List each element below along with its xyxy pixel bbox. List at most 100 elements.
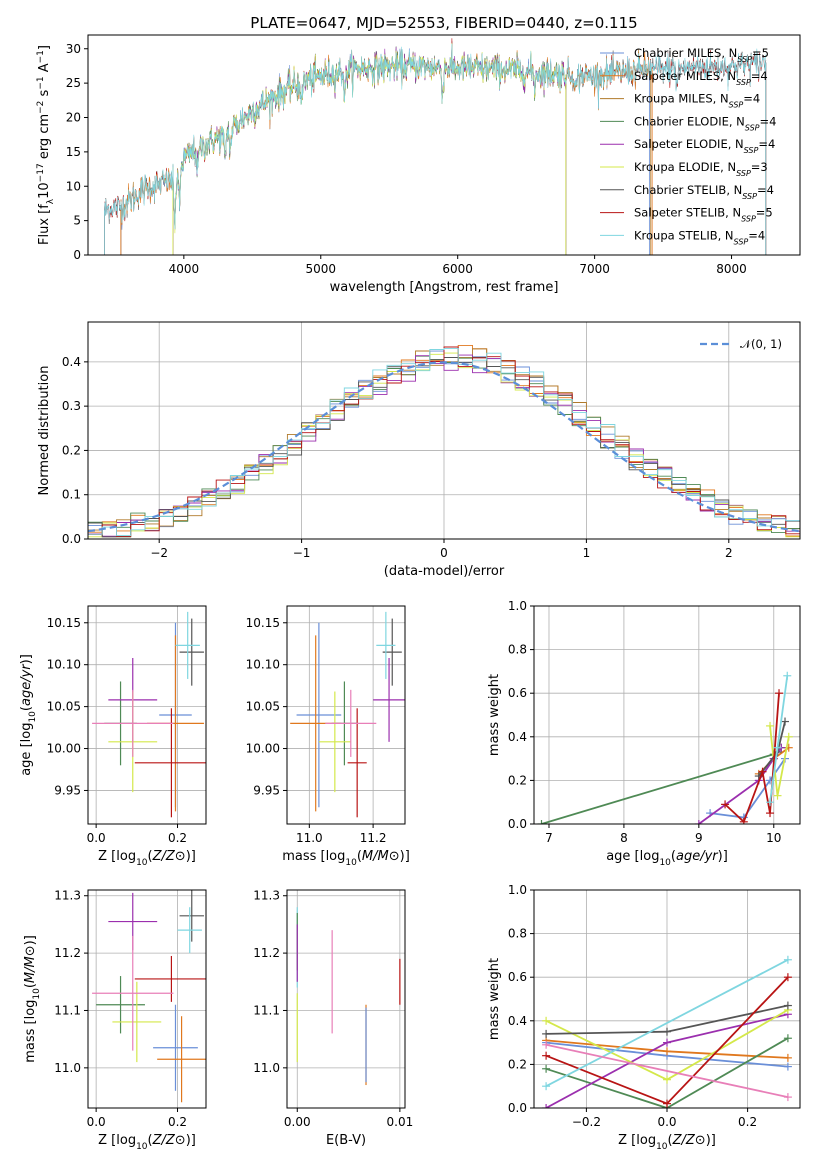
legend-entry: 𝒩(0, 1) <box>740 337 782 351</box>
x-tick-label: 0.0 <box>87 831 106 845</box>
x-axis-label: Z [log10(Z/Z⊙)] <box>98 849 196 868</box>
weight-marker <box>773 791 782 800</box>
errorbar-point-salpeter_miles <box>157 1016 206 1103</box>
legend-entry: Salpeter MILES, NSSP=4 <box>634 69 768 87</box>
x-tick-label: −1 <box>293 546 311 560</box>
y-tick-label: 10.10 <box>246 658 280 672</box>
y-tick-label: 0.8 <box>508 643 527 657</box>
panel-age_vs_Z: 0.0 0.2 9.95 10.00 10.05 10.10 10.15 Z [log10(Z… <box>19 605 207 868</box>
y-tick-label: 10.00 <box>47 742 81 756</box>
x-tick-label: 1 <box>583 546 591 560</box>
y-tick-label: 0.0 <box>508 1101 527 1115</box>
ticks: 4000 5000 6000 7000 8000 0 5 10 15 20 25 30 <box>66 42 747 276</box>
plot-area <box>296 907 401 1086</box>
y-tick-label: 0 <box>73 248 81 262</box>
y-tick-label: 9.95 <box>54 783 81 797</box>
legend: Chabrier MILES, NSSP=5 Salpeter MILES, NS… <box>600 46 776 246</box>
gridlines <box>534 605 800 825</box>
y-tick-label: 0.2 <box>508 1057 527 1071</box>
plot-area <box>92 611 206 818</box>
y-tick-label: 20 <box>66 111 81 125</box>
weight-marker <box>542 1016 551 1025</box>
weight-marker <box>739 817 748 824</box>
axes-frame <box>87 605 207 825</box>
weight-marker <box>694 820 703 824</box>
weight-marker <box>783 1062 792 1071</box>
ticks: −0.2 0.0 0.2 0.0 0.2 0.4 0.6 0.8 1.0 <box>508 883 757 1129</box>
plot-area <box>537 671 793 824</box>
weight-marker <box>783 1034 792 1043</box>
plot-area <box>290 611 405 818</box>
plot-area <box>542 955 792 1108</box>
ticks: 11.0 11.2 9.95 10.00 10.05 10.10 10.15 <box>246 616 387 845</box>
y-tick-label: 1.0 <box>508 599 527 613</box>
errorbar-point-pink <box>92 689 174 757</box>
axes-frame <box>286 889 406 1109</box>
weight-marker <box>542 1040 551 1049</box>
y-tick-label: 0.4 <box>508 1014 527 1028</box>
weight-marker <box>783 1001 792 1010</box>
y-tick-label: 0.2 <box>62 443 81 457</box>
legend: 𝒩(0, 1) <box>700 337 782 351</box>
legend-entry: Kroupa ELODIE, NSSP=3 <box>634 160 768 178</box>
axes-frame <box>533 605 801 825</box>
weight-marker <box>542 1051 551 1060</box>
panel-weight_vs_Z: −0.2 0.0 0.2 0.0 0.2 0.4 0.6 0.8 1.0 Z [log10(Z/Z… <box>487 883 801 1152</box>
x-tick-label: 6000 <box>442 262 473 276</box>
y-tick-label: 0.1 <box>62 488 81 502</box>
errorbar-point-kroupa_stelib <box>175 611 200 679</box>
weight-marker <box>766 809 775 818</box>
weight-marker <box>766 721 775 730</box>
weight-line-chabrier_miles <box>709 758 786 819</box>
x-tick-label: 8 <box>620 831 628 845</box>
errorbar-point-kroupa_elodie <box>112 981 162 1063</box>
errorbar-point-salpeter_elodie <box>373 657 405 742</box>
x-tick-label: 9 <box>695 831 703 845</box>
legend-entry: Chabrier MILES, NSSP=5 <box>634 46 769 64</box>
weight-marker <box>542 1064 551 1073</box>
panel-weight_vs_age: 7 8 9 10 0.0 0.2 0.4 0.6 0.8 1.0 age [log10(age/yr… <box>487 599 801 868</box>
y-tick-label: 10.15 <box>246 616 280 630</box>
axes-frame <box>533 889 801 1109</box>
y-tick-label: 15 <box>66 145 81 159</box>
errorbar-point-salpeter_stelib <box>134 708 206 818</box>
ticks: 0.0 0.2 9.95 10.00 10.05 10.10 10.15 <box>47 616 187 845</box>
ticks: 7 8 9 10 0.0 0.2 0.4 0.6 0.8 1.0 <box>508 599 782 845</box>
weight-marker <box>663 1038 671 1047</box>
errorbar-point-chabrier_elodie <box>96 976 145 1034</box>
panel-spectrum: 4000 5000 6000 7000 8000 0 5 10 15 20 25 30 PLATE=06… <box>36 14 801 295</box>
x-tick-label: 2 <box>725 546 733 560</box>
y-tick-label: 0.3 <box>62 399 81 413</box>
errorbar-point-chabrier_miles <box>296 622 342 808</box>
y-axis-label: mass weight <box>487 674 502 756</box>
x-tick-label: 11.0 <box>296 831 323 845</box>
legend-entry: Kroupa STELIB, NSSP=4 <box>634 228 765 246</box>
x-axis-label: E(B-V) <box>326 1133 366 1148</box>
y-tick-label: 10.00 <box>246 742 280 756</box>
weight-marker <box>663 1099 671 1108</box>
ticks: 0.00 0.01 11.0 11.1 11.2 11.3 <box>253 889 413 1129</box>
weight-marker <box>542 1104 551 1108</box>
errorbar-point-kroupa_elodie <box>318 691 351 793</box>
x-tick-label: −0.2 <box>572 1115 601 1129</box>
y-tick-label: 0.0 <box>508 817 527 831</box>
x-tick-label: 0.0 <box>87 1115 106 1129</box>
weight-marker <box>783 955 792 964</box>
weight-marker <box>784 732 793 741</box>
gridlines <box>287 890 405 1108</box>
y-tick-label: 11.3 <box>253 889 280 903</box>
x-tick-label: 11.2 <box>360 831 387 845</box>
y-tick-label: 10.05 <box>246 700 280 714</box>
weight-marker <box>542 1029 551 1038</box>
errorbar-point-salpeter_stelib <box>134 955 206 1002</box>
errorbar-point-pink <box>325 689 377 757</box>
x-tick-label: 8000 <box>716 262 747 276</box>
x-tick-label: −2 <box>150 546 168 560</box>
legend-entry: Chabrier STELIB, NSSP=4 <box>634 183 774 201</box>
x-tick-label: 0 <box>440 546 448 560</box>
y-tick-label: 11.3 <box>54 889 81 903</box>
histogram-kroupa_stelib <box>88 347 800 539</box>
legend-entry: Salpeter ELODIE, NSSP=4 <box>634 137 775 155</box>
y-tick-label: 25 <box>66 76 81 90</box>
y-axis-label: Flux [fλ10−17 erg cm−2 s−1 A−1] <box>36 45 56 245</box>
